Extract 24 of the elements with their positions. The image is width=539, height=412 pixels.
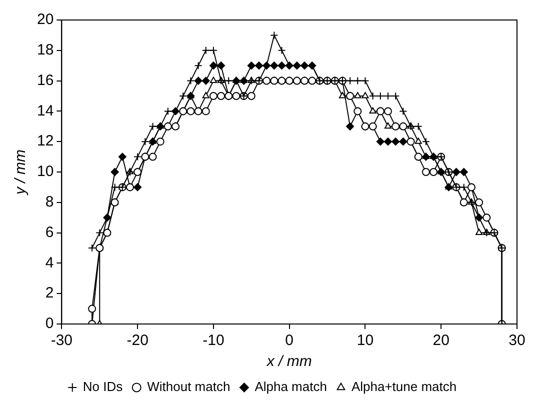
x-tick-label: 30 [508,332,526,350]
y-tick-label: 14 [36,102,54,120]
legend-label: No IDs [82,379,124,394]
x-axis-title: x / mm [266,353,312,370]
x-tick-label: -20 [126,332,148,350]
y-tick-label: 6 [45,224,54,241]
x-tick-label: 10 [356,332,374,350]
y-tick-label: 2 [45,284,54,302]
y-tick-label: 10 [36,163,54,180]
y-tick-label: 8 [45,194,54,211]
legend-label: Alpha match [254,379,327,394]
x-tick-label: 20 [432,332,450,350]
y-tick-label: 0 [45,315,54,332]
y-tick-label: 20 [36,11,54,28]
y-tick-label: 16 [36,72,54,89]
legend-label: Alpha+tune match [351,379,457,394]
x-tick-label: -10 [202,332,224,350]
y-tick-label: 12 [36,132,54,150]
y-tick-label: 18 [36,42,54,59]
y-axis-title: y / mm [12,150,30,196]
x-tick-label: 0 [285,332,294,350]
y-tick-label: 4 [45,254,54,272]
legend-label: Without match [147,379,230,394]
x-tick-label: -30 [50,332,73,350]
